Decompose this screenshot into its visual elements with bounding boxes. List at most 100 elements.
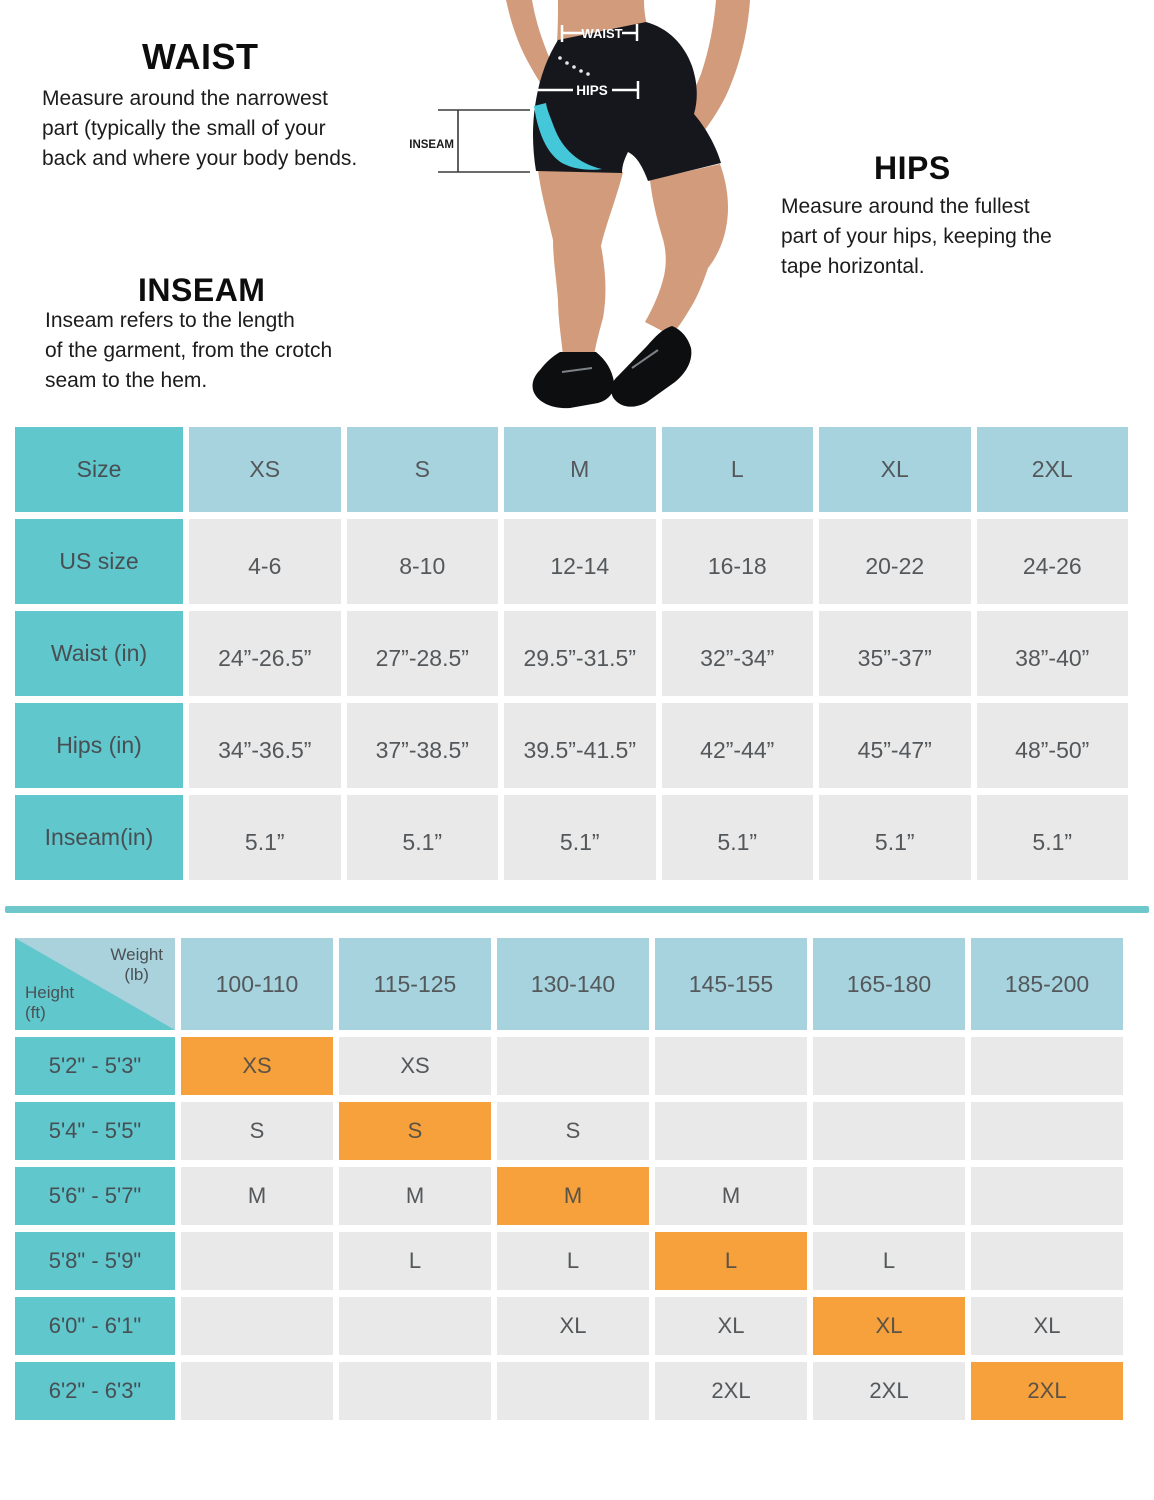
- size-table-cell: 5.1”: [346, 795, 498, 880]
- size-table-cell: 5.1”: [504, 795, 656, 880]
- fit-cell: 2XL: [655, 1362, 807, 1420]
- waist-heading: WAIST: [142, 36, 259, 77]
- size-table-cell: 39.5”-41.5”: [504, 703, 656, 788]
- height-row-label: 5'4" - 5'5": [15, 1102, 175, 1160]
- size-row-label: Inseam(in): [15, 795, 183, 880]
- fit-cell: [339, 1362, 491, 1420]
- size-table-cell: 48”-50”: [976, 703, 1128, 788]
- height-row-label: 5'2" - 5'3": [15, 1037, 175, 1095]
- size-table-cell: 42”-44”: [661, 703, 813, 788]
- fit-cell: [971, 1037, 1123, 1095]
- height-row-label: 5'8" - 5'9": [15, 1232, 175, 1290]
- corner-weight-label: Weight (lb): [110, 945, 163, 984]
- fit-cell: S: [181, 1102, 333, 1160]
- size-table-cell: 24-26: [976, 519, 1128, 604]
- model-photo: WAIST HIPS INSEAM: [409, 0, 760, 415]
- size-table-cell: 5.1”: [819, 795, 971, 880]
- size-table-cell: 16-18: [661, 519, 813, 604]
- fit-cell: XL: [497, 1297, 649, 1355]
- fit-cell: [655, 1102, 807, 1160]
- figure-inseam-label: INSEAM: [410, 139, 454, 151]
- size-table-cell: 34”-36.5”: [189, 703, 341, 788]
- size-table-cell: 35”-37”: [819, 611, 971, 696]
- size-table-cell: 37”-38.5”: [346, 703, 498, 788]
- weight-column-header: 145-155: [655, 938, 807, 1030]
- fit-cell: [497, 1362, 649, 1420]
- fit-cell: 2XL: [813, 1362, 965, 1420]
- fit-cell: [813, 1037, 965, 1095]
- fit-cell: [971, 1102, 1123, 1160]
- hips-heading: HIPS: [874, 150, 951, 186]
- fit-cell: M: [655, 1167, 807, 1225]
- fit-cell-recommended: M: [497, 1167, 649, 1225]
- height-row-label: 6'2" - 6'3": [15, 1362, 175, 1420]
- fit-cell: M: [339, 1167, 491, 1225]
- figure-hips-label: HIPS: [576, 83, 608, 98]
- corner-height-label: Height (ft): [25, 983, 75, 1022]
- size-column-header: M: [504, 427, 656, 512]
- fit-table: Weight (lb) Height (ft) 100-110 115-125 130-…: [15, 938, 1123, 1420]
- fit-cell: [655, 1037, 807, 1095]
- size-table-cell: 20-22: [819, 519, 971, 604]
- fit-cell-recommended: L: [655, 1232, 807, 1290]
- size-row-label: Waist (in): [15, 611, 183, 696]
- size-column-header: XL: [819, 427, 971, 512]
- fit-cell: M: [181, 1167, 333, 1225]
- size-row-label: Hips (in): [15, 703, 183, 788]
- fit-cell: [813, 1102, 965, 1160]
- fit-cell: XL: [971, 1297, 1123, 1355]
- size-column-header: L: [661, 427, 813, 512]
- fit-table-corner: Weight (lb) Height (ft): [15, 938, 175, 1030]
- size-column-header: XS: [189, 427, 341, 512]
- size-table-cell: 38”-40”: [976, 611, 1128, 696]
- fit-cell: [181, 1362, 333, 1420]
- fit-cell: [497, 1037, 649, 1095]
- fit-cell: XL: [655, 1297, 807, 1355]
- size-table-cell: 5.1”: [976, 795, 1128, 880]
- fit-cell-recommended: 2XL: [971, 1362, 1123, 1420]
- height-row-label: 6'0" - 6'1": [15, 1297, 175, 1355]
- size-table-cell: 4-6: [189, 519, 341, 604]
- size-table-corner: Size: [15, 427, 183, 512]
- fit-cell: S: [497, 1102, 649, 1160]
- weight-column-header: 130-140: [497, 938, 649, 1030]
- weight-column-header: 115-125: [339, 938, 491, 1030]
- fit-cell: XS: [339, 1037, 491, 1095]
- size-table-cell: 32”-34”: [661, 611, 813, 696]
- size-column-header: S: [346, 427, 498, 512]
- fit-cell: L: [339, 1232, 491, 1290]
- height-row-label: 5'6" - 5'7": [15, 1167, 175, 1225]
- size-table-cell: 29.5”-31.5”: [504, 611, 656, 696]
- weight-column-header: 185-200: [971, 938, 1123, 1030]
- model-figure-illustration: WAIST HIPS INSEAM: [409, 0, 750, 409]
- fit-cell: [181, 1297, 333, 1355]
- fit-cell: [181, 1232, 333, 1290]
- fit-cell: [971, 1167, 1123, 1225]
- fit-cell-recommended: S: [339, 1102, 491, 1160]
- inseam-instructions: Inseam refers to the length of the garme…: [45, 309, 333, 392]
- size-row-label: US size: [15, 519, 183, 604]
- fit-cell: L: [813, 1232, 965, 1290]
- weight-column-header: 100-110: [181, 938, 333, 1030]
- size-table-cell: 12-14: [504, 519, 656, 604]
- fit-cell-recommended: XS: [181, 1037, 333, 1095]
- size-table-cell: 45”-47”: [819, 703, 971, 788]
- fit-cell: [813, 1167, 965, 1225]
- inseam-heading: INSEAM: [138, 272, 266, 308]
- size-table-cell: 5.1”: [661, 795, 813, 880]
- section-divider: [5, 906, 1149, 913]
- size-table-cell: 5.1”: [189, 795, 341, 880]
- waist-instructions: Measure around the narrowest part (typic…: [42, 87, 358, 170]
- figure-waist-label: WAIST: [581, 26, 622, 41]
- fit-cell-recommended: XL: [813, 1297, 965, 1355]
- fit-cell: [971, 1232, 1123, 1290]
- fit-cell: L: [497, 1232, 649, 1290]
- size-column-header: 2XL: [976, 427, 1128, 512]
- size-table-cell: 8-10: [346, 519, 498, 604]
- hips-instructions: Measure around the fullest part of your …: [781, 195, 1052, 278]
- size-table-cell: 24”-26.5”: [189, 611, 341, 696]
- fit-cell: [339, 1297, 491, 1355]
- weight-column-header: 165-180: [813, 938, 965, 1030]
- size-table: Size XS S M L XL 2XL US size 4-6 8-10 12-14 16-18 20…: [15, 427, 1128, 880]
